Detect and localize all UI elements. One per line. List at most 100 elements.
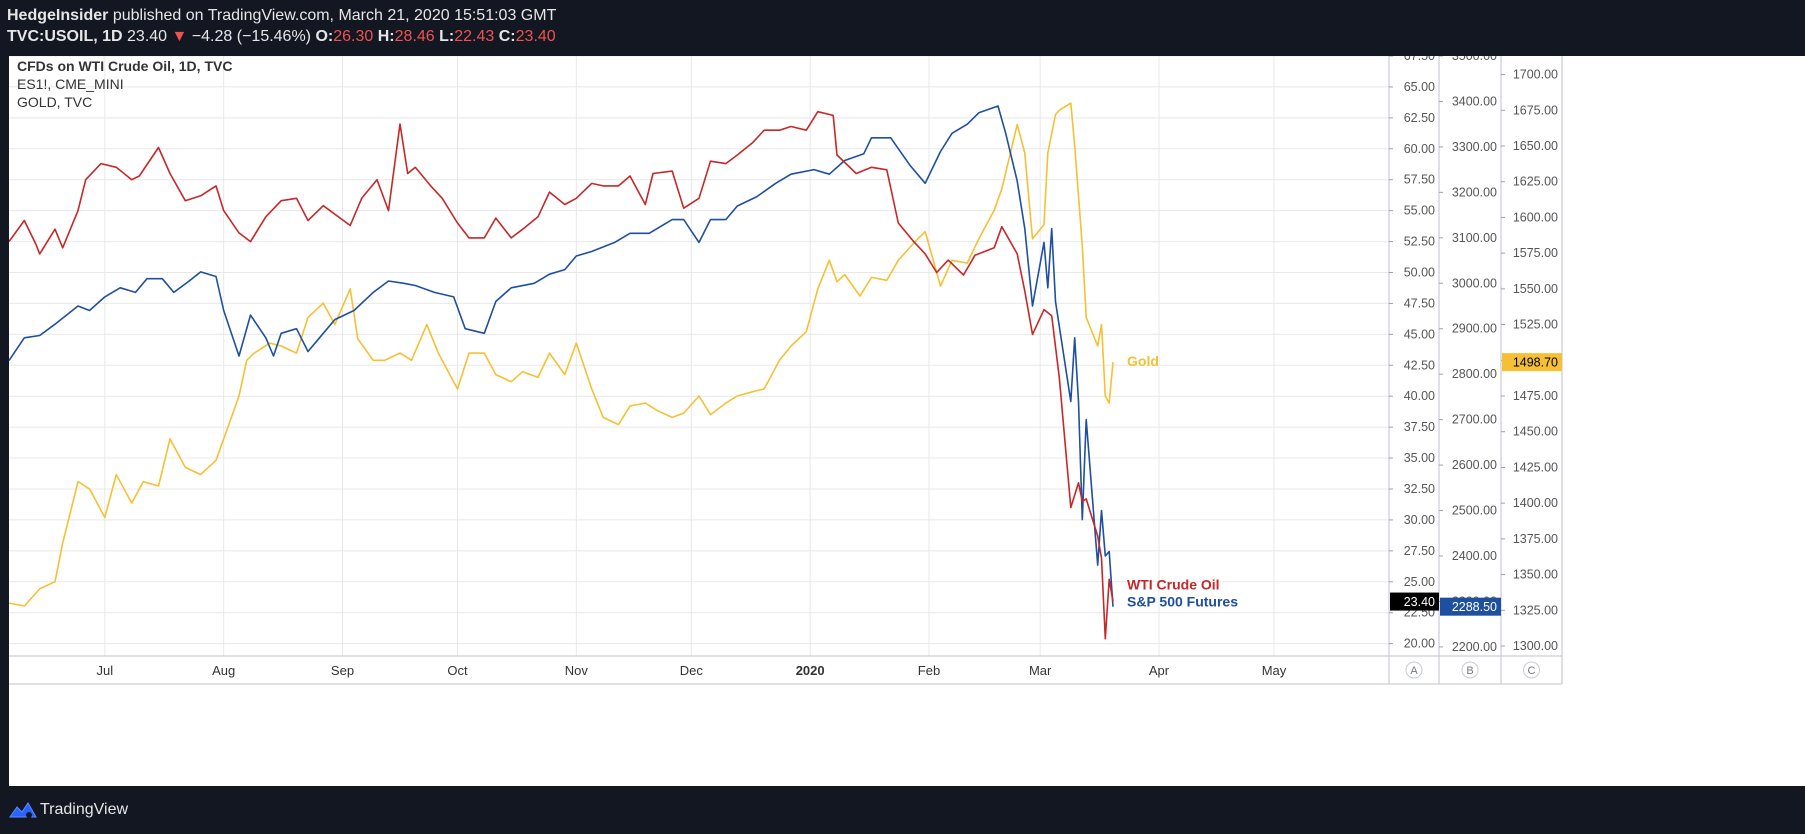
last-value-label: 1498.70 bbox=[1513, 356, 1558, 370]
price-tick-label: 1600.00 bbox=[1513, 210, 1558, 224]
price-tick-label: 1650.00 bbox=[1513, 139, 1558, 153]
price-tick-label: 3500.00 bbox=[1452, 56, 1497, 63]
price-tick-label: 57.50 bbox=[1404, 173, 1435, 187]
price-tick-label: 1350.00 bbox=[1513, 568, 1558, 582]
x-tick-label: Nov bbox=[565, 663, 589, 678]
price-tick-label: 2500.00 bbox=[1452, 504, 1497, 518]
price-tick-label: 37.50 bbox=[1404, 420, 1435, 434]
price-change: −4.28 (−15.46%) bbox=[191, 28, 312, 45]
low-value: 22.43 bbox=[454, 28, 495, 45]
price-tick-label: 1625.00 bbox=[1513, 175, 1558, 189]
x-tick-label: Jul bbox=[97, 663, 114, 678]
price-tick-label: 65.00 bbox=[1404, 80, 1435, 94]
price-tick-label: 1675.00 bbox=[1513, 103, 1558, 117]
x-tick-label: 2020 bbox=[796, 663, 825, 678]
price-tick-label: 2700.00 bbox=[1452, 413, 1497, 427]
chart-header: HedgeInsider published on TradingView.co… bbox=[0, 0, 1805, 56]
legend-entry: GOLD, TVC bbox=[17, 94, 92, 110]
chart-svg[interactable]: Jul Aug Sep Oct Nov Dec 2020 Feb Mar Apr May 67.50 6… bbox=[9, 56, 1805, 786]
series-name-label: WTI Crude Oil bbox=[1127, 577, 1220, 593]
x-tick-label: Aug bbox=[212, 663, 235, 678]
price-tick-label: 2900.00 bbox=[1452, 322, 1497, 336]
price-tick-label: 1325.00 bbox=[1513, 603, 1558, 617]
price-tick-label: 1300.00 bbox=[1513, 639, 1558, 653]
price-tick-label: 2600.00 bbox=[1452, 458, 1497, 472]
series-name-label: Gold bbox=[1127, 353, 1159, 369]
high-value: 28.46 bbox=[394, 28, 435, 45]
scale-badge-A bbox=[1405, 661, 1423, 679]
price-tick-label: 45.00 bbox=[1404, 327, 1435, 341]
x-tick-label: Oct bbox=[447, 663, 468, 678]
price-tick-label: 1475.00 bbox=[1513, 389, 1558, 403]
scale-badge-C bbox=[1523, 661, 1540, 679]
x-tick-label: Feb bbox=[918, 663, 940, 678]
series-line-oil bbox=[9, 110, 1114, 640]
tradingview-logo-icon[interactable] bbox=[9, 800, 37, 820]
legend-entry: ES1!, CME_MINI bbox=[17, 76, 124, 92]
scale-badge-label: B bbox=[1466, 665, 1473, 677]
price-tick-label: 20.00 bbox=[1404, 637, 1435, 651]
scale-badge-B bbox=[1461, 661, 1479, 679]
price-tick-label: 2800.00 bbox=[1452, 367, 1497, 381]
open-label: O: bbox=[315, 28, 334, 45]
price-tick-label: 1525.00 bbox=[1513, 318, 1558, 332]
series-line-gold bbox=[9, 102, 1114, 607]
price-tick-label: 32.50 bbox=[1404, 482, 1435, 496]
price-tick-label: 40.00 bbox=[1404, 389, 1435, 403]
x-tick-label: Dec bbox=[680, 663, 704, 678]
last-value-label: 2288.50 bbox=[1452, 600, 1497, 614]
price-tick-label: 3200.00 bbox=[1452, 185, 1497, 199]
series-name-label: S&P 500 Futures bbox=[1127, 594, 1238, 610]
price-tick-label: 27.50 bbox=[1404, 544, 1435, 558]
footer-bar: TradingView bbox=[0, 786, 1805, 834]
legend-entry: CFDs on WTI Crude Oil, 1D, TVC bbox=[17, 58, 232, 74]
price-tick-label: 47.50 bbox=[1404, 296, 1435, 310]
footer-brand[interactable]: TradingView bbox=[40, 801, 129, 818]
close-label: C: bbox=[498, 28, 516, 45]
price-tick-label: 1700.00 bbox=[1513, 68, 1558, 82]
price-tick-label: 25.00 bbox=[1404, 575, 1435, 589]
scale-badge-label: C bbox=[1528, 665, 1536, 677]
price-tick-label: 62.50 bbox=[1404, 111, 1435, 125]
price-tick-label: 3400.00 bbox=[1452, 94, 1497, 108]
price-tick-label: 60.00 bbox=[1404, 142, 1435, 156]
price-tick-label: 1550.00 bbox=[1513, 282, 1558, 296]
price-tick-label: 1400.00 bbox=[1513, 496, 1558, 510]
high-label: H: bbox=[377, 28, 395, 45]
publish-info: published on TradingView.com, March 21, … bbox=[112, 7, 557, 24]
price-tick-label: 3300.00 bbox=[1452, 140, 1497, 154]
price-tick-label: 30.00 bbox=[1404, 513, 1435, 527]
price-tick-label: 42.50 bbox=[1404, 358, 1435, 372]
chart-background bbox=[9, 56, 1805, 786]
x-tick-label: Apr bbox=[1149, 663, 1170, 678]
price-tick-label: 55.00 bbox=[1404, 204, 1435, 218]
close-value: 23.40 bbox=[515, 28, 556, 45]
price-tick-label: 3000.00 bbox=[1452, 276, 1497, 290]
symbol-line: TVC:USOIL, 1D 23.40 ▼ −4.28 (−15.46%) O:… bbox=[7, 28, 556, 46]
down-arrow-icon: ▼ bbox=[171, 28, 188, 45]
price-tick-label: 50.00 bbox=[1404, 265, 1435, 279]
x-tick-label: May bbox=[1262, 663, 1287, 678]
price-tick-label: 2400.00 bbox=[1452, 549, 1497, 563]
series-line-spx bbox=[9, 105, 1114, 607]
x-tick-label: Mar bbox=[1029, 663, 1052, 678]
price-tick-label: 67.50 bbox=[1404, 56, 1435, 63]
open-value: 26.30 bbox=[333, 28, 374, 45]
price-tick-label: 2200.00 bbox=[1452, 640, 1497, 654]
x-tick-label: Sep bbox=[331, 663, 354, 678]
price-tick-label: 1375.00 bbox=[1513, 532, 1558, 546]
publish-line: HedgeInsider published on TradingView.co… bbox=[7, 7, 556, 25]
last-value-label: 23.40 bbox=[1404, 595, 1435, 609]
symbol-name[interactable]: TVC:USOIL, 1D bbox=[7, 28, 123, 45]
price-tick-label: 52.50 bbox=[1404, 235, 1435, 249]
price-tick-label: 1425.00 bbox=[1513, 460, 1558, 474]
chart-area[interactable]: Jul Aug Sep Oct Nov Dec 2020 Feb Mar Apr May 67.50 6… bbox=[9, 56, 1805, 786]
last-value-badge bbox=[1502, 353, 1562, 372]
last-value-badge bbox=[1390, 592, 1439, 611]
last-value-badge bbox=[1440, 597, 1501, 616]
low-label: L: bbox=[439, 28, 455, 45]
scale-badge-label: A bbox=[1410, 665, 1418, 677]
price-tick-label: 35.00 bbox=[1404, 451, 1435, 465]
price-tick-label: 3100.00 bbox=[1452, 231, 1497, 245]
author-name[interactable]: HedgeInsider bbox=[7, 7, 109, 24]
